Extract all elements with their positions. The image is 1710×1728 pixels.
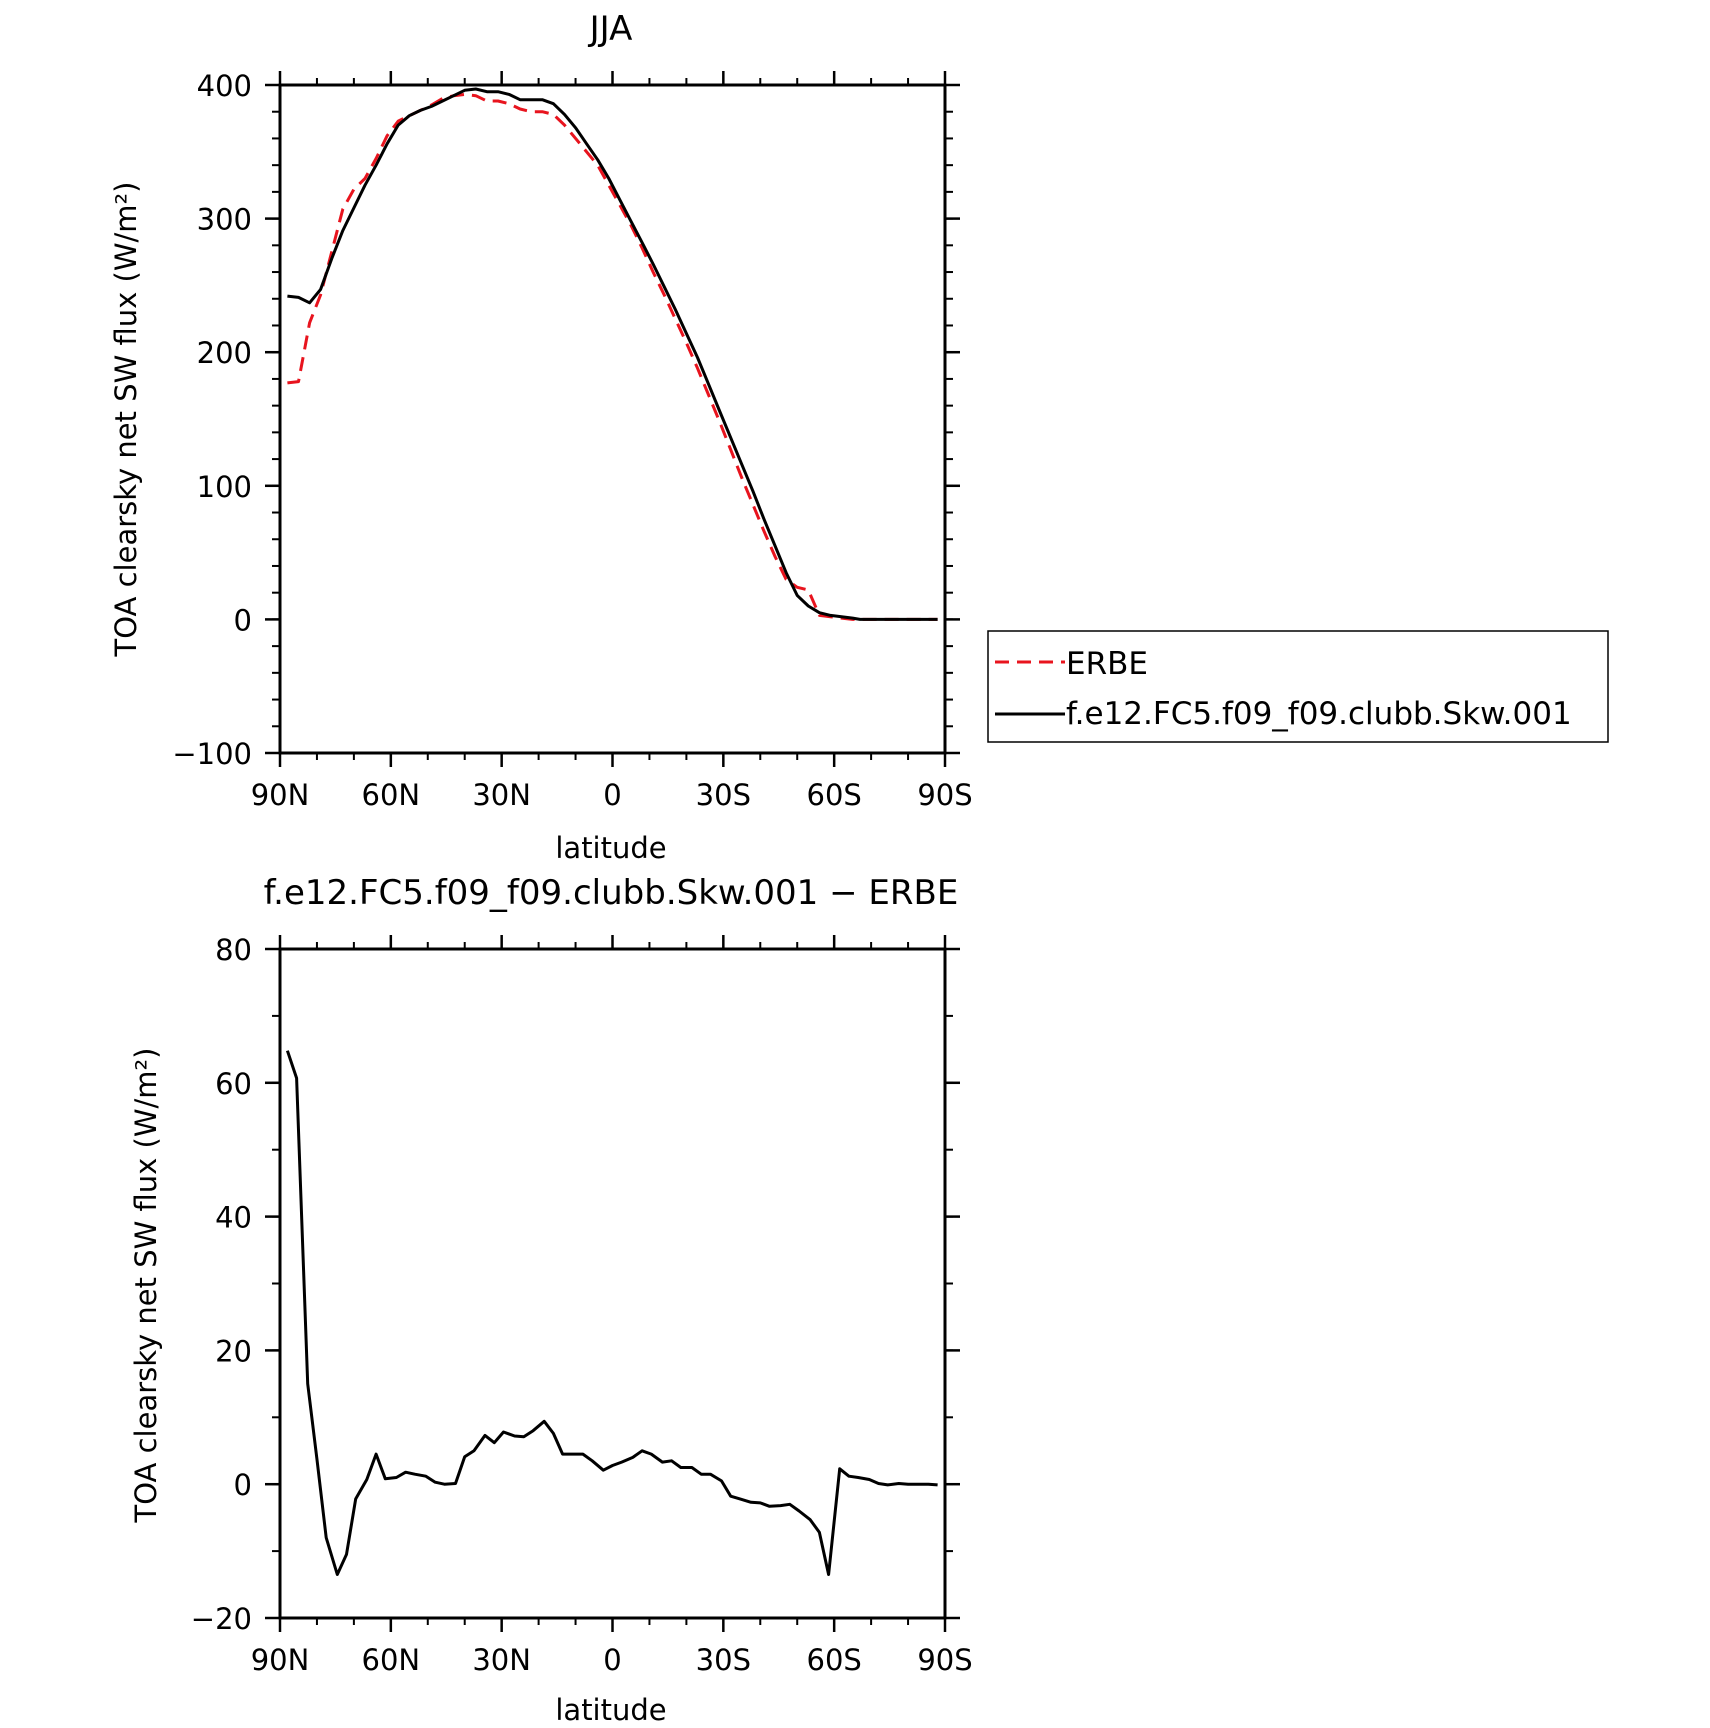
panel-bottom: f.e12.FC5.f09_f09.clubb.Skw.001 − ERBE T… bbox=[129, 873, 973, 1727]
series-line-erbe bbox=[287, 92, 938, 621]
x-tick-label: 60N bbox=[362, 1643, 421, 1677]
panel-bottom-ylabel: TOA clearsky net SW flux (W/m²) bbox=[129, 1048, 163, 1524]
y-tick-label: −20 bbox=[191, 1602, 252, 1636]
panel-top: JJA TOA clearsky net SW flux (W/m²) lati… bbox=[109, 9, 1609, 865]
panel-bottom-frame bbox=[278, 947, 947, 1620]
legend: ERBE f.e12.FC5.f09_f09.clubb.Skw.001 bbox=[987, 630, 1609, 743]
panel-bottom-title: f.e12.FC5.f09_f09.clubb.Skw.001 − ERBE bbox=[264, 873, 959, 913]
x-tick-label: 60S bbox=[807, 1643, 862, 1677]
x-tick-label: 0 bbox=[603, 1643, 621, 1677]
panel-bottom-ticks bbox=[265, 935, 960, 1632]
y-tick-label: 20 bbox=[215, 1334, 252, 1368]
x-tick-label: 90S bbox=[917, 778, 972, 812]
y-tick-label: 60 bbox=[215, 1067, 252, 1101]
series-line-difference bbox=[285, 1050, 938, 1576]
panel-top-xlabel: latitude bbox=[555, 831, 666, 865]
y-tick-label: 40 bbox=[215, 1201, 252, 1235]
x-tick-label: 30S bbox=[696, 1643, 751, 1677]
y-tick-label: −100 bbox=[172, 737, 252, 771]
panel-top-tick-labels: 90N 60N 30N 0 30S 60S 90S −100 0 100 200 300 400 bbox=[172, 69, 972, 812]
panel-bottom-xlabel: latitude bbox=[555, 1693, 666, 1723]
y-tick-label: 100 bbox=[197, 470, 252, 504]
panel-top-ylabel: TOA clearsky net SW flux (W/m²) bbox=[109, 182, 143, 658]
legend-label-erbe: ERBE bbox=[1066, 646, 1148, 682]
y-tick-label: 400 bbox=[197, 69, 252, 103]
x-tick-label: 90N bbox=[251, 1643, 310, 1677]
y-tick-label: 80 bbox=[215, 933, 252, 967]
x-tick-label: 30N bbox=[472, 778, 531, 812]
panel-bottom-series bbox=[285, 1050, 938, 1576]
x-tick-label: 60N bbox=[362, 778, 421, 812]
panel-top-frame bbox=[278, 83, 947, 755]
legend-box bbox=[987, 630, 1609, 743]
x-tick-label: 30S bbox=[696, 778, 751, 812]
panel-bottom-tick-labels: 90N 60N 30N 0 30S 60S 90S −20 0 20 40 60 80 bbox=[191, 933, 973, 1677]
y-tick-label: 0 bbox=[234, 603, 252, 637]
panel-top-title: JJA bbox=[588, 9, 633, 49]
y-tick-label: 0 bbox=[234, 1468, 252, 1502]
x-tick-label: 90S bbox=[917, 1643, 972, 1677]
x-tick-label: 0 bbox=[603, 778, 621, 812]
x-tick-label: 90N bbox=[251, 778, 310, 812]
x-tick-label: 60S bbox=[807, 778, 862, 812]
panel-top-series bbox=[287, 87, 938, 621]
legend-label-model: f.e12.FC5.f09_f09.clubb.Skw.001 bbox=[1066, 696, 1572, 732]
x-tick-label: 30N bbox=[472, 1643, 531, 1677]
y-tick-label: 300 bbox=[197, 203, 252, 237]
y-tick-label: 200 bbox=[197, 336, 252, 370]
series-line-f-e12-fc5-f09-f09-clubb-skw-001 bbox=[287, 87, 938, 621]
